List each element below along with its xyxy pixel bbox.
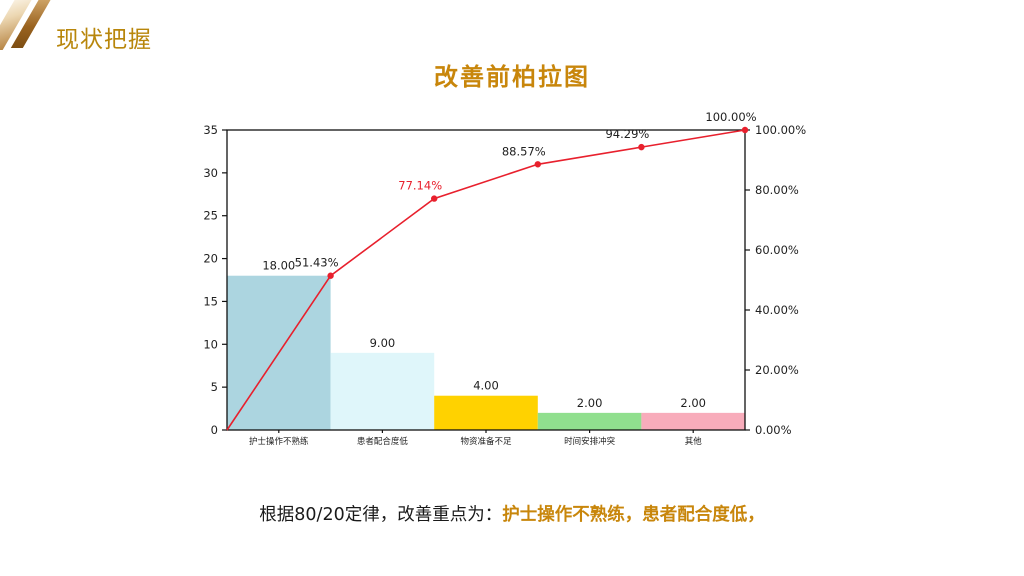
bar-value-label: 18.00 [262,259,295,273]
bar-value-label: 9.00 [370,336,396,350]
footer-text: 根据80/20定律，改善重点为：护士操作不熟练，患者配合度低， [0,501,1024,526]
right-axis-tick-label: 0.00% [755,423,792,437]
footer-normal-text: 根据80/20定律，改善重点为： [259,505,503,525]
bar-value-label: 4.00 [473,379,499,393]
cumulative-line [226,129,746,431]
left-axis-tick-label: 0 [211,423,218,437]
right-axis-tick-label: 40.00% [755,303,799,317]
line-marker [431,195,438,202]
right-axis-tick-label: 20.00% [755,363,799,377]
line-marker [534,161,541,168]
left-axis-tick-label: 15 [203,294,218,308]
cumulative-pct-label: 77.14% [398,179,442,193]
category-label: 其他 [685,436,703,447]
pareto-bar [434,395,538,430]
cumulative-pct-label: 100.00% [705,110,756,124]
left-axis-tick-label: 35 [203,123,218,137]
category-label: 患者配合度低 [357,436,409,447]
cumulative-pct-label: 51.43% [295,256,339,270]
bar-value-label: 2.00 [577,396,603,410]
page-title: 现状把握 [56,27,152,53]
pareto-bar [330,352,435,430]
line-marker [741,126,749,134]
right-axis-tick-label: 60.00% [755,243,799,257]
left-axis-tick-label: 20 [203,252,218,266]
cumulative-pct-label: 88.57% [502,144,546,158]
right-axis-tick-label: 80.00% [755,183,799,197]
category-label: 时间安排冲突 [564,436,616,447]
left-axis-tick-label: 5 [211,380,218,394]
line-marker [327,272,334,279]
pareto-bar [641,412,745,430]
left-axis-tick-label: 30 [203,166,218,180]
bar-value-label: 2.00 [680,396,706,410]
left-axis-tick-label: 25 [203,209,218,223]
cumulative-pct-label: 94.29% [605,127,649,141]
category-label: 物资准备不足 [460,436,512,447]
line-marker [638,143,645,151]
footer-highlight-text: 护士操作不熟练，患者配合度低， [502,505,765,525]
left-axis-tick-label: 10 [203,337,218,351]
category-label: 护士操作不熟练 [249,436,309,447]
chart-title: 改善前柏拉图 [434,63,590,91]
right-axis-tick-label: 100.00% [755,123,806,137]
pareto-bar [537,412,642,430]
